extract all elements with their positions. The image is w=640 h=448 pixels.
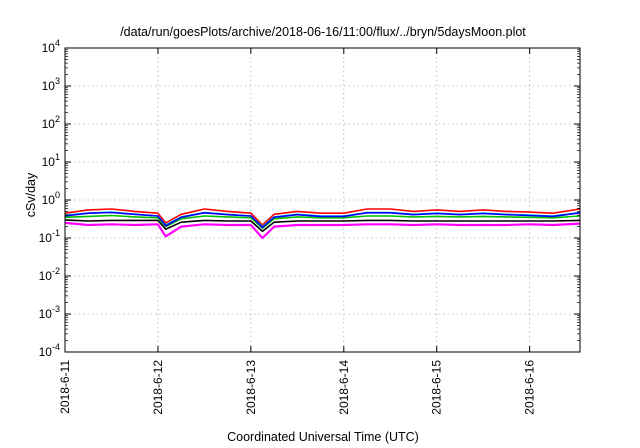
y-tick-base: 10: [42, 41, 56, 55]
y-tick-label: 103: [42, 76, 60, 93]
y-tick-exponent: 1: [55, 152, 60, 162]
y-axis-title: cSv/day: [24, 172, 38, 217]
y-tick-label: 102: [42, 114, 60, 131]
y-tick-exponent: -2: [52, 266, 60, 276]
y-tick-base: 10: [39, 307, 53, 321]
series-line-0: [64, 221, 581, 240]
y-tick-exponent: 2: [55, 114, 60, 124]
y-tick-exponent: -1: [52, 228, 60, 238]
x-tick-label: 2018-6-14: [337, 360, 351, 415]
y-tick-exponent: -4: [52, 342, 60, 352]
y-tick-exponent: -3: [52, 304, 60, 314]
y-tick-base: 10: [39, 345, 53, 359]
y-tick-label: 101: [42, 152, 60, 169]
y-tick-base: 10: [39, 269, 53, 283]
y-tick-label: 10-4: [39, 342, 60, 359]
y-tick-exponent: 0: [55, 190, 60, 200]
y-tick-base: 10: [42, 117, 56, 131]
y-tick-label: 104: [42, 38, 60, 55]
series-line-5: [64, 211, 581, 229]
y-tick-base: 10: [39, 231, 53, 245]
grid: [65, 48, 580, 352]
x-axis: 2018-6-11 2018-6-12 2018-6-13 2018-6-14 2018…: [58, 48, 537, 415]
y-tick-label: 10-2: [39, 266, 60, 283]
series-layer: [64, 208, 581, 240]
x-tick-label: 2018-6-15: [430, 360, 444, 415]
y-tick-label: 10-1: [39, 228, 60, 245]
y-tick-label: 10-3: [39, 304, 60, 321]
series-line-4: [64, 214, 581, 230]
chart-title: /data/run/goesPlots/archive/2018-06-16/1…: [120, 25, 526, 39]
series-line-2: [64, 208, 581, 226]
series-line-1: [64, 219, 581, 233]
x-tick-label: 2018-6-13: [244, 360, 258, 415]
x-tick-label: 2018-6-12: [151, 360, 165, 415]
y-tick-base: 10: [42, 155, 56, 169]
x-tick-label: 2018-6-16: [523, 360, 537, 415]
y-tick-base: 10: [42, 193, 56, 207]
y-tick-label: 100: [42, 190, 60, 207]
y-tick-base: 10: [42, 79, 56, 93]
y-tick-exponent: 4: [55, 38, 60, 48]
y-tick-exponent: 3: [55, 76, 60, 86]
x-axis-title: Coordinated Universal Time (UTC): [227, 430, 419, 444]
x-tick-label: 2018-6-11: [58, 360, 72, 414]
